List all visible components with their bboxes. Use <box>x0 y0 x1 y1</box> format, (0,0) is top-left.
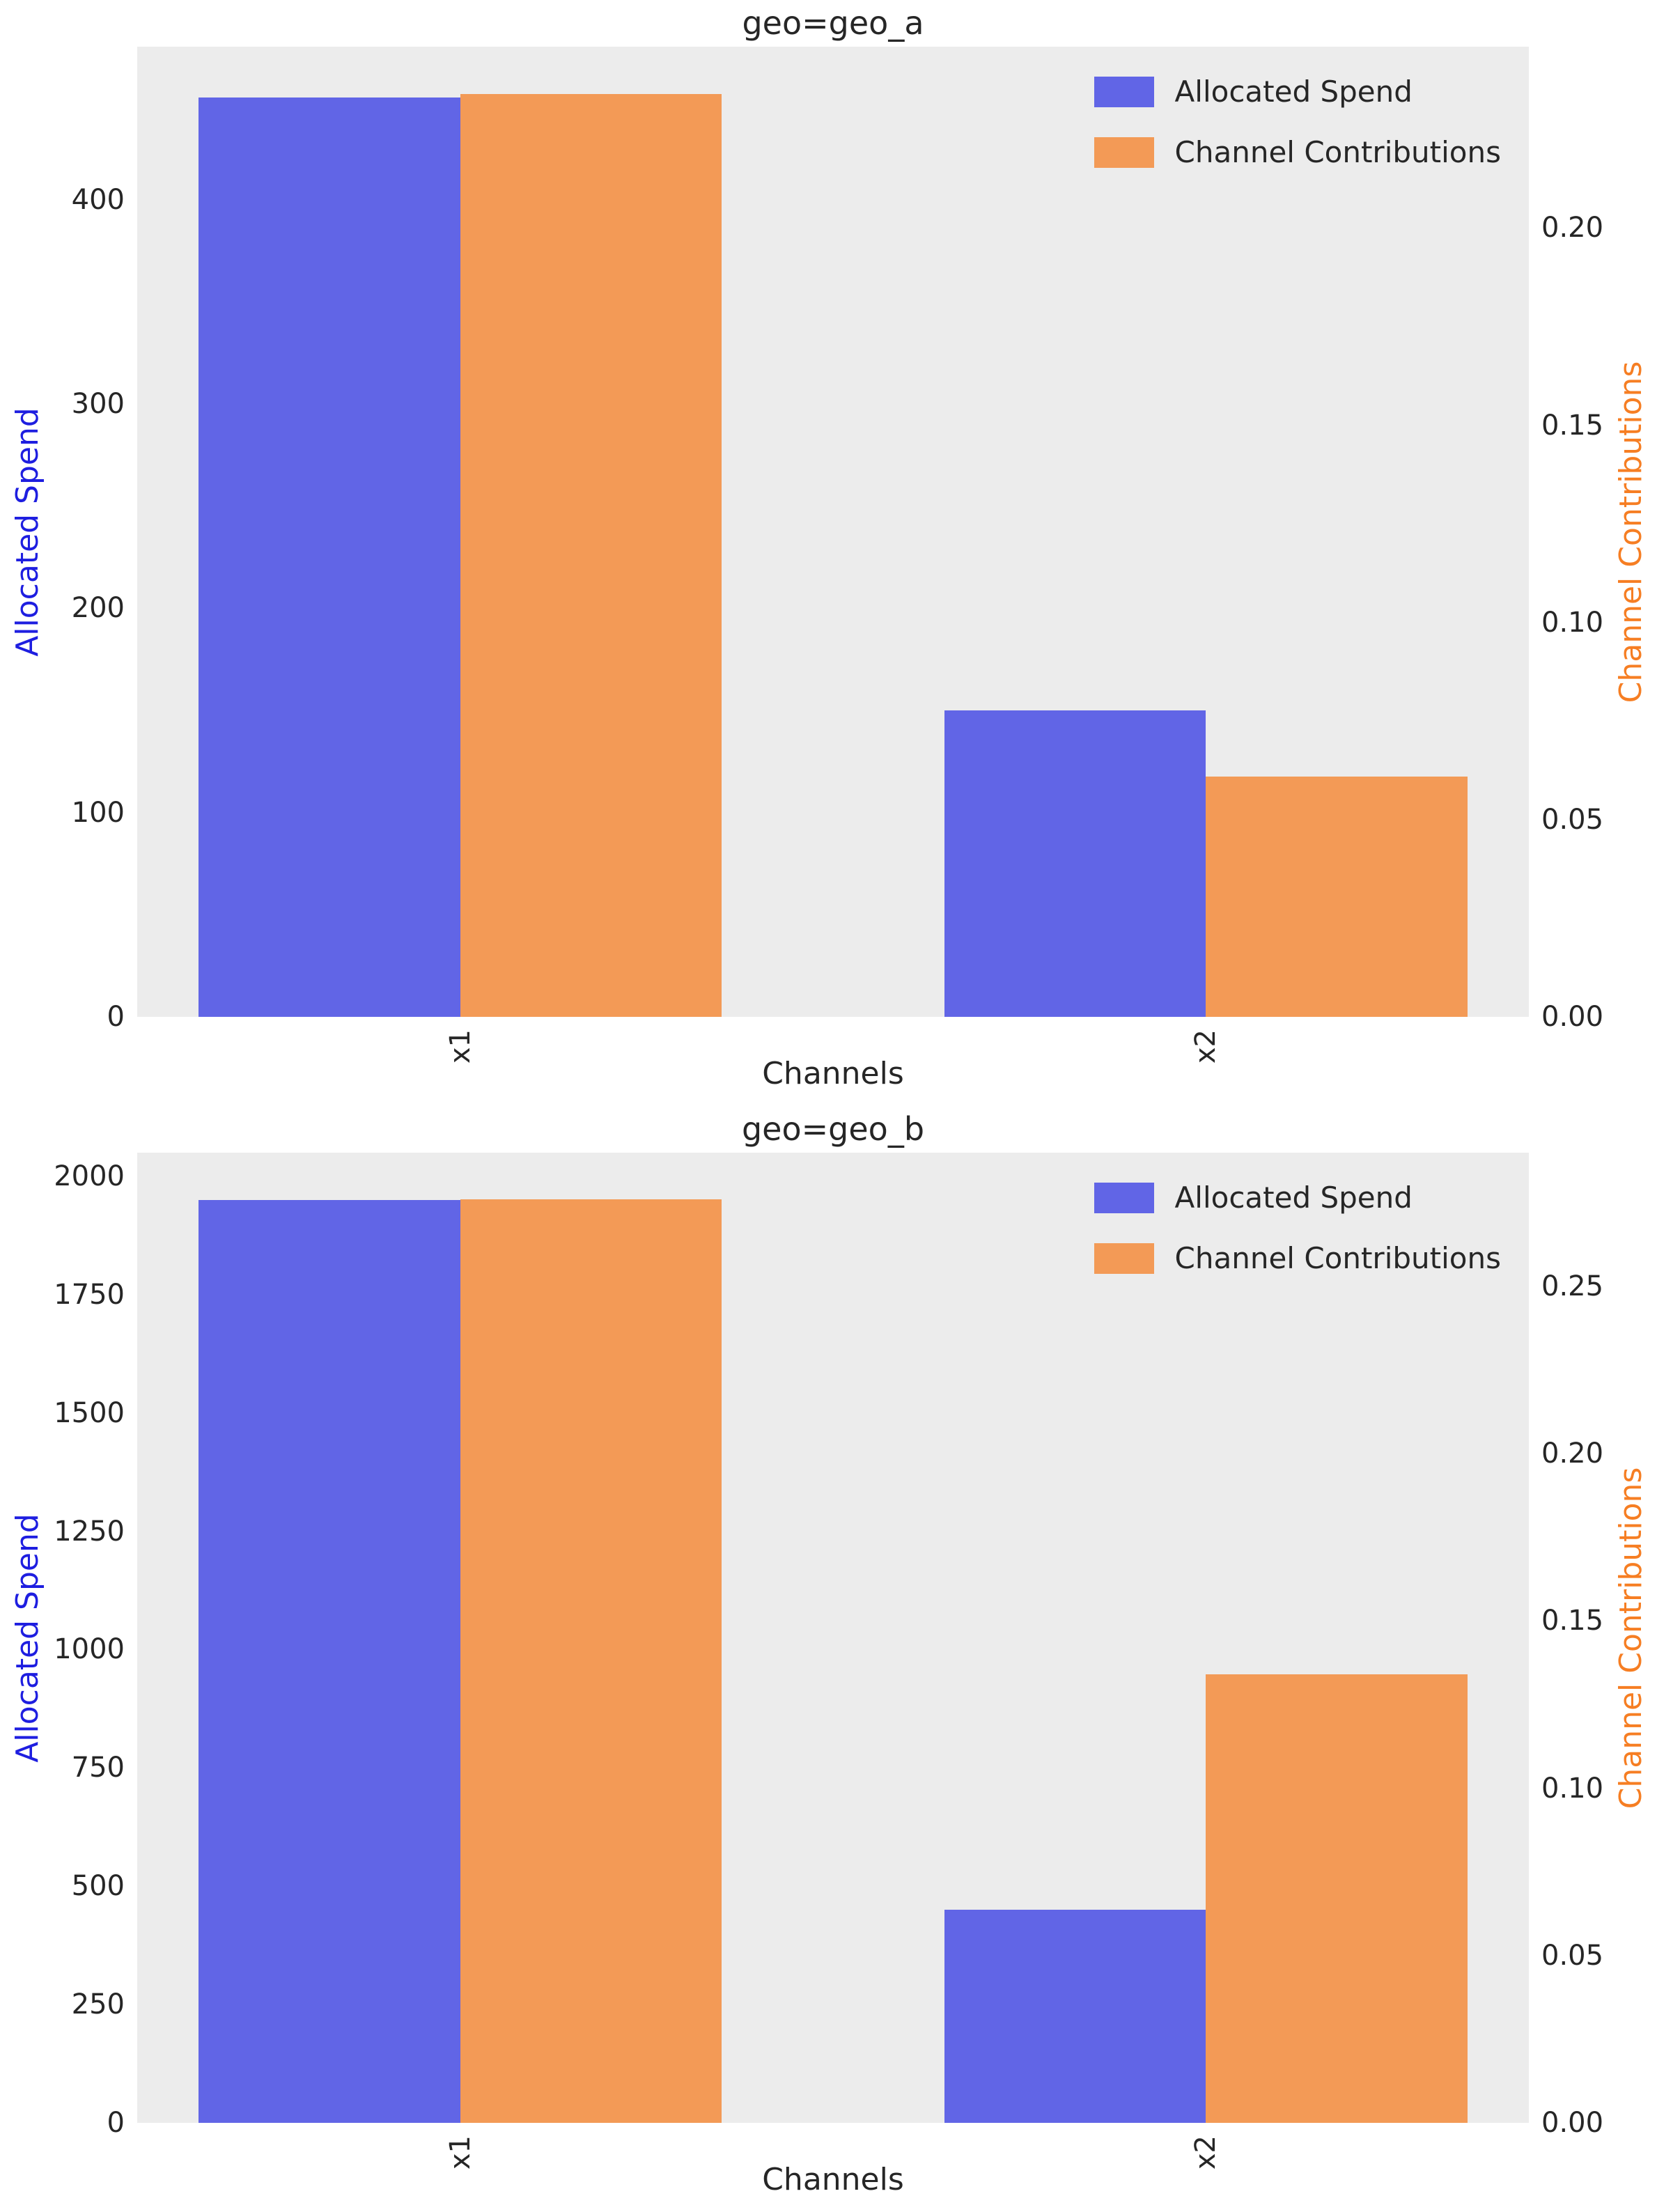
bar-x2-channel-contributions <box>1206 776 1468 1017</box>
right-axis-label: Channel Contributions <box>1613 1467 1649 1809</box>
x-tick-label: x2 <box>1190 1029 1222 1064</box>
legend-label: Channel Contributions <box>1174 135 1501 169</box>
legend-label: Allocated Spend <box>1174 75 1413 109</box>
legend-item-allocated-spend: Allocated Spend <box>1094 75 1501 109</box>
chart-geo-a: geo=geo_a Allocated Spend Channel Contri… <box>10 4 1649 1091</box>
left-tick-label: 1500 <box>54 1396 125 1429</box>
left-tick-label: 0 <box>107 2107 125 2139</box>
legend-item-allocated-spend: Allocated Spend <box>1094 1181 1501 1215</box>
bar-x2-allocated-spend <box>944 710 1206 1017</box>
legend-swatch-channel-contributions <box>1094 1243 1154 1274</box>
left-tick-label: 400 <box>71 183 125 216</box>
bar-x1-allocated-spend <box>198 98 460 1017</box>
chart-title: geo=geo_a <box>742 4 924 42</box>
right-tick-label: 0.20 <box>1541 212 1604 244</box>
bar-x1-channel-contributions <box>460 93 722 1017</box>
left-axis-label: Allocated Spend <box>10 1513 45 1763</box>
legend-label: Allocated Spend <box>1174 1181 1413 1215</box>
left-tick-label: 200 <box>71 592 125 625</box>
x-tick-label: x1 <box>444 2135 476 2170</box>
legend: Allocated Spend Channel Contributions <box>1094 1181 1501 1275</box>
plot-area: Allocated Spend Channel Contributions <box>137 47 1529 1017</box>
bar-x2-channel-contributions <box>1206 1674 1468 2123</box>
legend-swatch-channel-contributions <box>1094 137 1154 168</box>
legend-swatch-allocated-spend <box>1094 76 1154 107</box>
left-tick-label: 1250 <box>54 1515 125 1548</box>
right-tick-label: 0.05 <box>1541 1939 1604 1972</box>
left-tick-label: 100 <box>71 796 125 829</box>
right-tick-label: 0.10 <box>1541 606 1604 639</box>
left-axis-label: Allocated Spend <box>10 407 45 657</box>
plot-area: Allocated Spend Channel Contributions <box>137 1153 1529 2123</box>
x-axis-label: Channels <box>762 1056 904 1091</box>
right-tick-label: 0.05 <box>1541 803 1604 836</box>
right-tick-label: 0.25 <box>1541 1270 1604 1303</box>
chart-title: geo=geo_b <box>741 1110 925 1148</box>
bar-x1-allocated-spend <box>198 1199 460 2123</box>
legend: Allocated Spend Channel Contributions <box>1094 75 1501 169</box>
right-tick-label: 0.10 <box>1541 1772 1604 1805</box>
left-tick-label: 750 <box>71 1752 125 1784</box>
right-tick-label: 0.00 <box>1541 2107 1604 2139</box>
left-tick-label: 1750 <box>54 1278 125 1311</box>
bar-x2-allocated-spend <box>944 1910 1206 2123</box>
x-tick-label: x2 <box>1190 2135 1222 2170</box>
x-tick-label: x1 <box>444 1029 476 1064</box>
left-tick-label: 0 <box>107 1001 125 1033</box>
right-tick-label: 0.20 <box>1541 1438 1604 1470</box>
legend-item-channel-contributions: Channel Contributions <box>1094 1241 1501 1275</box>
left-tick-label: 300 <box>71 388 125 421</box>
right-tick-label: 0.15 <box>1541 409 1604 442</box>
bar-x1-channel-contributions <box>460 1199 722 2123</box>
left-tick-label: 250 <box>71 1988 125 2021</box>
right-axis-label: Channel Contributions <box>1613 361 1649 703</box>
left-tick-label: 2000 <box>54 1160 125 1192</box>
left-tick-label: 1000 <box>54 1633 125 1666</box>
legend-label: Channel Contributions <box>1174 1241 1501 1275</box>
legend-swatch-allocated-spend <box>1094 1182 1154 1213</box>
right-tick-label: 0.00 <box>1541 1001 1604 1033</box>
left-tick-label: 500 <box>71 1870 125 1903</box>
x-axis-label: Channels <box>762 2162 904 2197</box>
chart-geo-b: geo=geo_b Allocated Spend Channel Contri… <box>0 1106 1657 2212</box>
legend-item-channel-contributions: Channel Contributions <box>1094 135 1501 169</box>
right-tick-label: 0.15 <box>1541 1605 1604 1637</box>
